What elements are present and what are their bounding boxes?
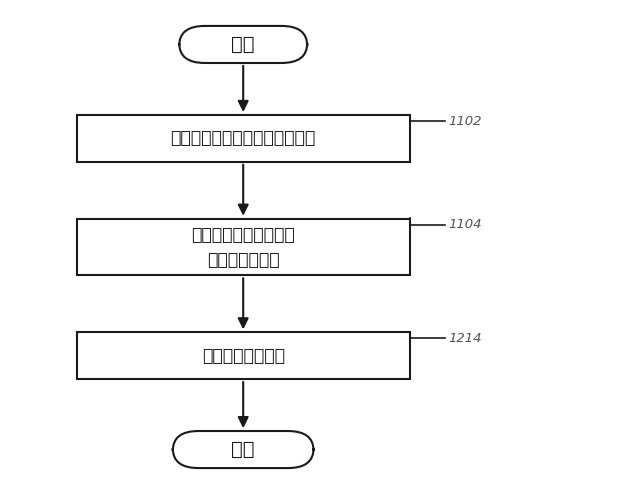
Bar (77, 115, 410, 162)
Text: 開始: 開始 (232, 35, 255, 54)
Text: 1214: 1214 (448, 332, 481, 345)
Bar (77, 218, 410, 276)
Text: 1102: 1102 (448, 115, 481, 127)
Text: パラメータ平滑化: パラメータ平滑化 (202, 347, 285, 365)
Text: 終了: 終了 (232, 440, 255, 459)
Bar (77, 332, 410, 379)
Text: リアルタイムでオーディオ分類: リアルタイムでオーディオ分類 (171, 129, 316, 147)
Text: 連続的なオーディオ・
パラメータ調整: 連続的なオーディオ・ パラメータ調整 (191, 225, 295, 269)
Text: 1104: 1104 (448, 218, 481, 231)
FancyBboxPatch shape (173, 431, 314, 468)
FancyBboxPatch shape (179, 26, 307, 63)
